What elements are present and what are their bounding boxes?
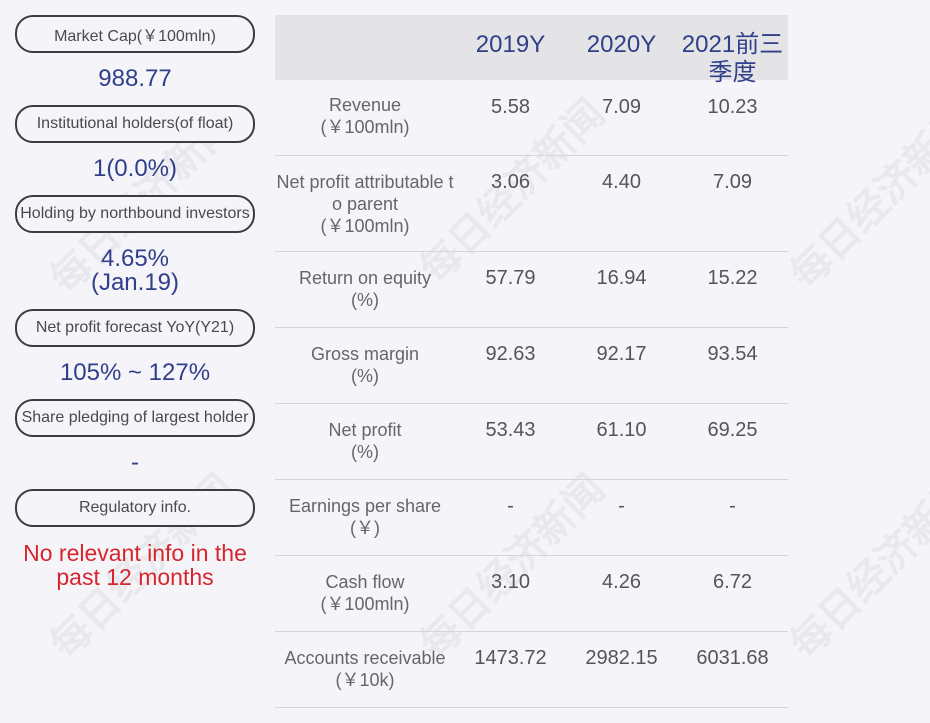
table-cell: 15.22 <box>707 267 758 289</box>
table-cell: 5.58 <box>491 96 530 118</box>
row-label: Accounts receivable (￥10k) <box>275 632 455 707</box>
row-label: Cash flow (￥100mln) <box>275 556 455 631</box>
table-cell: 4.26 <box>602 571 641 593</box>
row-label-unit: (￥100mln) <box>320 594 410 614</box>
regulatory-info-value: No relevant info in the past 12 months <box>23 540 247 590</box>
row-label: Gross margin (%) <box>275 328 455 403</box>
table-cell: - <box>507 495 514 517</box>
financial-table: 2019Y 2020Y 2021前三季度 Revenue (￥100mln) 5… <box>275 15 788 708</box>
column-header: 2020Y <box>586 31 657 58</box>
watermark: 每日经济新闻 <box>781 465 930 668</box>
table-row: Net profit (%) 53.43 61.10 69.25 <box>275 404 788 480</box>
table-cell: 7.09 <box>713 171 752 193</box>
row-label: Return on equity (%) <box>275 252 455 327</box>
table-row: Earnings per share (￥) - - - <box>275 480 788 556</box>
row-label: Net profit (%) <box>275 404 455 479</box>
table-cell: 1473.72 <box>474 647 547 669</box>
table-cell: 2982.15 <box>585 647 658 669</box>
market-cap-label: Market Cap(￥100mln) <box>15 15 255 53</box>
row-label-text: Return on equity <box>298 268 432 288</box>
regulatory-info-label: Regulatory info. <box>15 489 255 527</box>
table-row: Cash flow (￥100mln) 3.10 4.26 6.72 <box>275 556 788 632</box>
share-pledging-label: Share pledging of largest holder <box>15 399 255 437</box>
table-header: 2019Y 2020Y 2021前三季度 <box>275 15 788 86</box>
key-metrics-panel: Market Cap(￥100mln) 988.77 Institutional… <box>15 15 255 603</box>
table-cell: 7.09 <box>602 96 641 118</box>
column-header: 2019Y <box>475 31 546 58</box>
row-label-unit: (￥100mln) <box>320 117 410 137</box>
table-cell: 4.40 <box>602 171 641 193</box>
row-label: Net profit attributable to parent (￥100m… <box>275 156 455 251</box>
watermark: 每日经济新闻 <box>781 95 930 298</box>
table-cell: 93.54 <box>707 343 758 365</box>
northbound-holding-label: Holding by northbound investors <box>15 195 255 233</box>
table-cell: 69.25 <box>707 419 758 441</box>
row-label-text: Revenue <box>328 95 402 115</box>
column-header: 2021前三季度 <box>681 31 784 86</box>
table-cell: 16.94 <box>596 267 647 289</box>
row-label-text: Gross margin <box>310 344 420 364</box>
table-cell: 92.63 <box>485 343 536 365</box>
row-label-unit: (%) <box>351 290 379 310</box>
table-cell: - <box>729 495 736 517</box>
market-cap-value: 988.77 <box>98 65 172 92</box>
table-cell: 53.43 <box>485 419 536 441</box>
table-cell: 3.06 <box>491 171 530 193</box>
table-cell: 6031.68 <box>696 647 769 669</box>
row-label-text: Earnings per share <box>288 496 442 516</box>
table-cell: 61.10 <box>596 419 647 441</box>
table-cell: 92.17 <box>596 343 647 365</box>
table-row: Net profit attributable to parent (￥100m… <box>275 156 788 252</box>
table-row: Accounts receivable (￥10k) 1473.72 2982.… <box>275 632 788 708</box>
institutional-holders-label: Institutional holders(of float) <box>15 105 255 143</box>
row-label-unit: (￥) <box>350 518 380 538</box>
table-cell: 57.79 <box>485 267 536 289</box>
row-label-unit: (￥100mln) <box>320 216 410 236</box>
institutional-holders-value: 1(0.0%) <box>92 155 178 182</box>
row-label-text: Cash flow <box>325 572 405 592</box>
row-label: Earnings per share (￥) <box>275 480 455 555</box>
table-cell: 10.23 <box>707 96 758 118</box>
row-label-unit: (%) <box>351 442 379 462</box>
row-label-text: Net profit <box>328 420 402 440</box>
table-row: Revenue (￥100mln) 5.58 7.09 10.23 <box>275 80 788 156</box>
table-cell: - <box>618 495 625 517</box>
table-row: Gross margin (%) 92.63 92.17 93.54 <box>275 328 788 404</box>
table-cell: 3.10 <box>491 571 530 593</box>
table-row: Return on equity (%) 57.79 16.94 15.22 <box>275 252 788 328</box>
northbound-holding-value: 4.65% (Jan.19) <box>90 245 180 296</box>
table-cell: 6.72 <box>713 571 752 593</box>
header-blank <box>275 15 455 80</box>
row-label-unit: (￥10k) <box>335 670 395 690</box>
row-label: Revenue (￥100mln) <box>275 80 455 155</box>
row-label-text: Accounts receivable <box>284 648 446 668</box>
net-profit-forecast-label: Net profit forecast YoY(Y21) <box>15 309 255 347</box>
row-label-text: Net profit attributable to parent <box>276 172 454 214</box>
net-profit-forecast-value: 105% ~ 127% <box>59 359 211 386</box>
row-label-unit: (%) <box>351 366 379 386</box>
share-pledging-value: - <box>131 449 139 476</box>
